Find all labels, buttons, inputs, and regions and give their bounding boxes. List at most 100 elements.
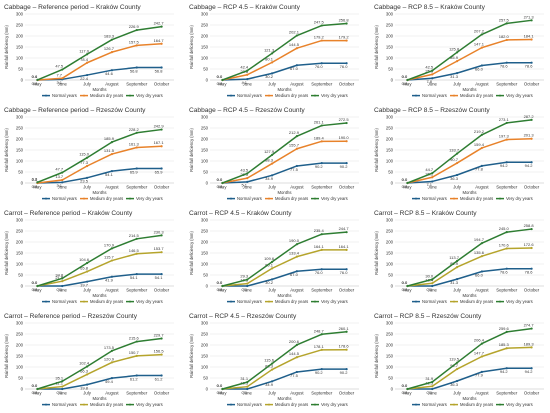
data-point — [246, 284, 249, 288]
x-tick-label: June — [58, 82, 68, 87]
data-label: 35.1 — [55, 375, 64, 380]
data-point — [455, 266, 459, 269]
data-point — [270, 174, 274, 177]
y-tick-label: 0 — [206, 181, 209, 186]
data-point — [135, 44, 138, 47]
data-label: 31.9 — [425, 376, 434, 381]
data-label: 0.0 — [32, 287, 38, 292]
data-point — [61, 277, 64, 280]
series-line-1 — [407, 137, 532, 184]
data-label: 85.9 — [450, 55, 459, 60]
x-tick-label: October — [339, 391, 355, 396]
legend-label: Very dry years — [506, 196, 533, 201]
series-line-1 — [37, 145, 162, 184]
data-label: 178.6 — [339, 344, 350, 349]
data-point — [110, 377, 114, 380]
data-label: 80.1 — [265, 56, 274, 61]
y-tick-label: 100 — [386, 56, 394, 61]
data-point — [505, 330, 508, 333]
data-label: 256.8 — [339, 18, 350, 23]
data-label: 90.2 — [315, 370, 324, 375]
y-tick-label: 0 — [21, 284, 24, 289]
data-point — [246, 180, 249, 183]
data-point — [61, 77, 64, 80]
data-label: 0.0 — [217, 280, 223, 285]
legend-marker — [83, 197, 85, 200]
y-tick-label: 250 — [386, 23, 394, 28]
data-label: 76.0 — [340, 270, 349, 275]
data-label: 102.4 — [79, 360, 90, 365]
data-point — [135, 66, 138, 69]
y-tick-label: 50 — [18, 170, 23, 175]
data-label: 30.2 — [265, 74, 274, 79]
data-label: 3.3 — [32, 176, 38, 181]
x-axis-label: Months — [462, 396, 476, 401]
y-tick-label: 250 — [386, 126, 394, 131]
x-tick-label: July — [453, 185, 461, 190]
series-line-2 — [407, 119, 532, 184]
data-point — [505, 61, 508, 64]
data-point — [345, 121, 348, 125]
data-point — [505, 138, 508, 141]
data-label: 0.0 — [217, 81, 223, 86]
x-tick-label: July — [268, 185, 276, 190]
data-label: 260.1 — [339, 326, 350, 331]
data-label: 90.2 — [315, 164, 324, 169]
legend-label: Normal years — [422, 196, 447, 201]
data-point — [246, 282, 249, 285]
chart-panel: Cabbage – RCP 8.5 – Kraków County 0 50 100 1… — [372, 2, 550, 101]
legend-label: Normal years — [422, 402, 447, 407]
x-tick-label: August — [475, 185, 489, 190]
data-label: 78.6 — [525, 64, 534, 69]
data-label: 0.0 — [426, 287, 432, 292]
x-tick-label: October — [524, 391, 540, 396]
data-point — [110, 349, 114, 352]
data-label: 0.0 — [32, 81, 38, 86]
data-label: 0.0 — [217, 383, 223, 388]
legend-marker — [129, 403, 131, 406]
data-point — [295, 270, 299, 273]
y-tick-label: 100 — [16, 262, 24, 267]
chart-title: Cabbage – RCP 8.5 – Rzeszów County — [374, 107, 490, 114]
legend-marker — [45, 94, 47, 97]
x-tick-label: August — [475, 82, 489, 87]
data-label: 77.3 — [80, 160, 89, 165]
data-label: 228.2 — [129, 127, 140, 132]
data-label: 0.0 — [217, 280, 223, 285]
legend-marker — [499, 197, 501, 200]
y-tick-label: 300 — [201, 321, 209, 326]
data-point — [135, 252, 138, 255]
data-point — [431, 282, 434, 285]
legend-marker — [129, 197, 131, 200]
y-tick-label: 50 — [203, 273, 208, 278]
data-label: 44.6 — [105, 71, 114, 76]
data-label: 78.4 — [80, 57, 89, 62]
data-label: 31.1 — [240, 376, 249, 381]
x-tick-label: July — [453, 288, 461, 293]
data-point — [320, 140, 323, 143]
data-label: 0.0 — [241, 390, 247, 395]
data-label: 189.3 — [524, 341, 535, 346]
data-point — [455, 51, 459, 54]
data-label: 54.1 — [130, 275, 139, 280]
data-label: 21.8 — [55, 275, 64, 280]
data-point — [110, 169, 114, 173]
data-point — [135, 237, 138, 240]
series-line-0 — [407, 267, 532, 287]
data-label: 3.1 — [56, 80, 62, 85]
data-label: 146.5 — [129, 248, 140, 253]
data-label: 245.0 — [499, 226, 510, 231]
y-tick-label: 0 — [391, 284, 394, 289]
data-point — [530, 227, 533, 231]
data-label: 179.2 — [339, 35, 350, 40]
data-point — [505, 231, 508, 234]
legend-marker — [415, 197, 417, 200]
y-tick-label: 100 — [386, 159, 394, 164]
x-tick-label: September — [496, 391, 518, 396]
legend-label: Normal years — [52, 93, 77, 98]
data-point — [246, 381, 249, 384]
data-point — [320, 333, 323, 336]
data-point — [61, 385, 64, 388]
data-point — [431, 278, 434, 281]
x-tick-label: September — [496, 288, 518, 293]
